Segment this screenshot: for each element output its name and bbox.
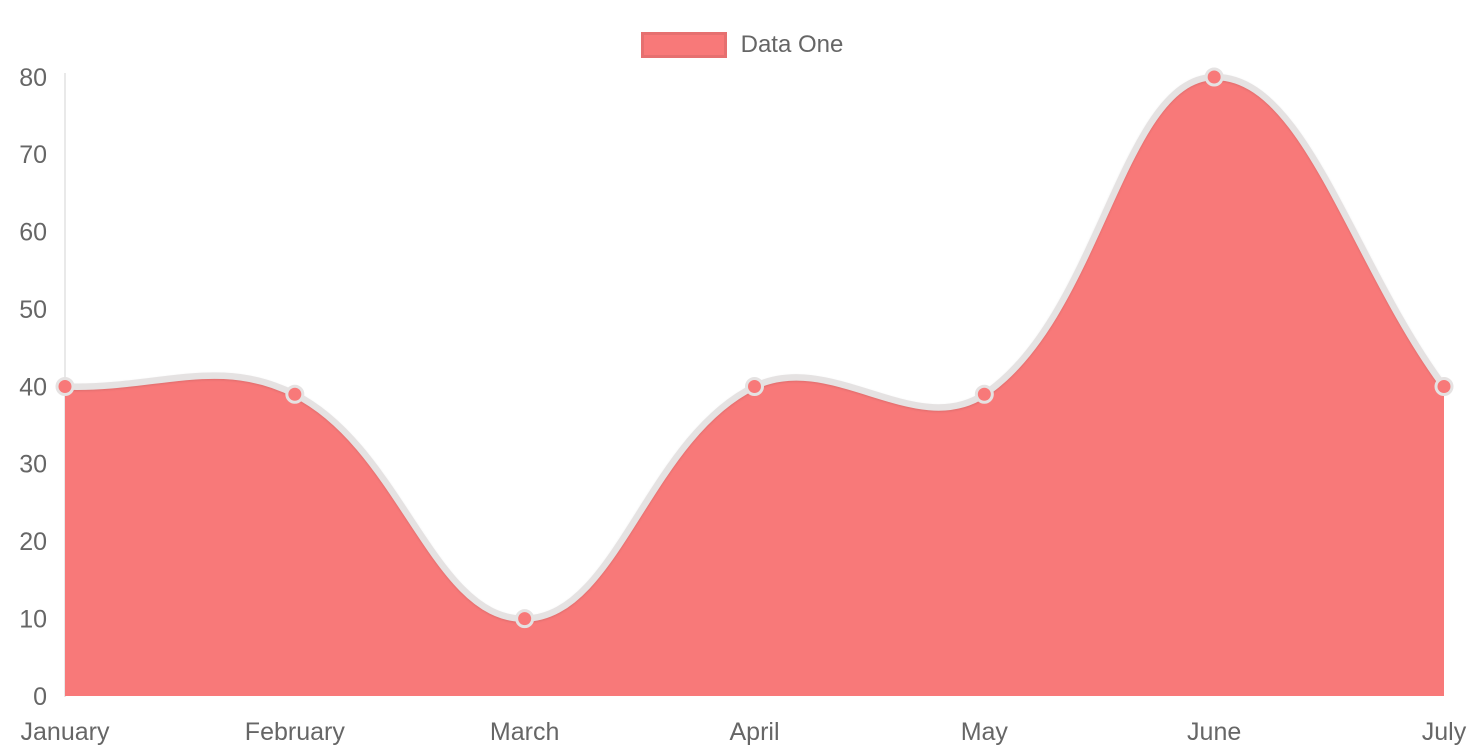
data-point-may[interactable]	[974, 384, 994, 404]
y-tick-label-80: 80	[19, 64, 47, 92]
y-tick-label-70: 70	[19, 141, 47, 169]
legend-swatch	[640, 32, 727, 58]
x-tick-label-february: February	[245, 718, 346, 746]
y-tick-label-50: 50	[19, 296, 47, 324]
y-tick-label-10: 10	[19, 605, 47, 633]
x-tick-label-may: May	[961, 718, 1009, 746]
y-tick-label-30: 30	[19, 451, 47, 479]
x-tick-label-july: July	[1422, 718, 1467, 746]
x-tick-label-march: March	[490, 718, 559, 746]
x-tick-label-april: April	[729, 718, 779, 746]
data-point-april[interactable]	[745, 377, 764, 396]
data-point-january[interactable]	[55, 377, 75, 396]
y-tick-label-20: 20	[19, 528, 47, 556]
legend-item-data-one[interactable]: Data One	[640, 31, 844, 58]
y-tick-label-40: 40	[19, 373, 47, 401]
data-point-june[interactable]	[1204, 67, 1224, 87]
data-point-february[interactable]	[285, 384, 305, 404]
legend-label: Data One	[740, 31, 844, 58]
x-tick-label-january: January	[21, 718, 110, 746]
y-tick-label-60: 60	[19, 219, 47, 247]
x-tick-label-june: June	[1187, 718, 1241, 746]
data-point-july[interactable]	[1434, 377, 1454, 396]
y-tick-label-0: 0	[33, 683, 47, 711]
chart-legend: Data One	[0, 32, 1484, 58]
data-point-march[interactable]	[515, 609, 535, 629]
